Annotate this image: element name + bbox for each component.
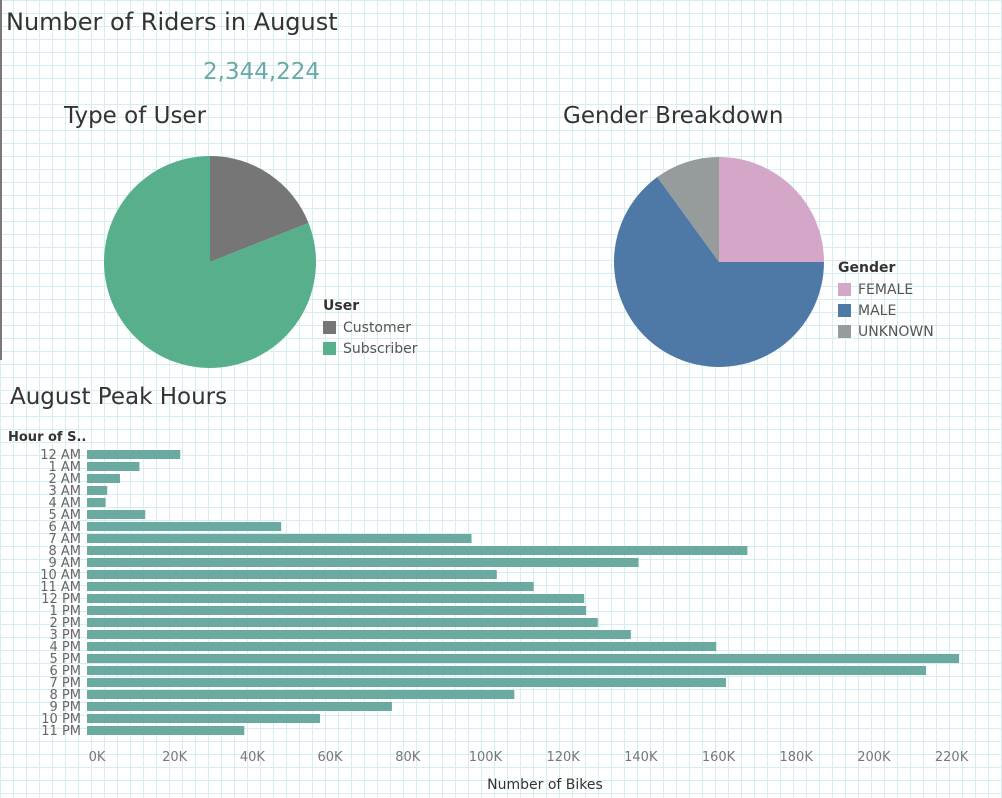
bar-6-am[interactable] (87, 522, 282, 531)
x-tick-label: 60K (318, 750, 344, 765)
hour-label: 7 PM (50, 676, 81, 691)
hour-label: 5 AM (48, 508, 81, 523)
bar-2-pm[interactable] (87, 618, 598, 627)
bar-1-am[interactable] (87, 462, 140, 471)
hour-axis-header: Hour of S.. (8, 430, 87, 445)
bar-2-am[interactable] (87, 474, 121, 483)
bar-5-am[interactable] (87, 510, 146, 519)
hour-label: 4 PM (50, 640, 81, 655)
legend-item-customer[interactable]: Customer (323, 317, 418, 338)
bar-11-am[interactable] (87, 582, 534, 591)
bar-12-pm[interactable] (87, 594, 585, 603)
hour-label: 8 PM (50, 688, 81, 703)
gender-legend-title: Gender (838, 260, 896, 276)
gender-chart-title: Gender Breakdown (563, 103, 784, 129)
x-tick-label: 180K (780, 750, 814, 765)
x-tick-label: 220K (935, 750, 969, 765)
gender-legend: Gender FEMALE MALE UNKNOWN (838, 260, 934, 342)
legend-label-unknown: UNKNOWN (858, 323, 934, 340)
legend-item-female[interactable]: FEMALE (838, 279, 934, 300)
x-tick-label: 100K (469, 750, 503, 765)
hour-label: 6 PM (50, 664, 81, 679)
user-legend: User Customer Subscriber (323, 298, 418, 359)
bar-10-am[interactable] (87, 570, 497, 579)
bar-9-am[interactable] (87, 558, 639, 567)
x-axis-title: Number of Bikes (487, 777, 603, 793)
customer-swatch (323, 321, 336, 334)
hour-label: 11 AM (40, 580, 81, 595)
legend-item-male[interactable]: MALE (838, 300, 934, 321)
x-tick-label: 40K (240, 750, 266, 765)
bar-1-pm[interactable] (87, 606, 587, 615)
bar-7-pm[interactable] (87, 678, 726, 687)
user-type-pie-chart[interactable] (98, 150, 322, 374)
male-swatch (838, 304, 851, 317)
user-type-slice-subscriber[interactable] (104, 156, 316, 368)
bar-3-am[interactable] (87, 486, 108, 495)
hour-label: 5 PM (50, 652, 81, 667)
hour-label: 10 AM (40, 568, 81, 583)
legend-label-male: MALE (858, 302, 897, 319)
hour-label: 12 AM (40, 448, 81, 463)
dashboard-title: Number of Riders in August (6, 8, 338, 36)
bar-5-pm[interactable] (87, 654, 960, 663)
user-legend-title: User (323, 298, 360, 314)
x-tick-label: 120K (546, 750, 580, 765)
dashboard-left-border (0, 0, 2, 360)
legend-item-unknown[interactable]: UNKNOWN (838, 321, 934, 342)
hour-label: 4 AM (48, 496, 81, 511)
hour-label: 3 AM (48, 484, 81, 499)
hour-label: 1 AM (48, 460, 81, 475)
gender-pie-chart[interactable] (607, 150, 831, 374)
bar-7-am[interactable] (87, 534, 472, 543)
bar-9-pm[interactable] (87, 702, 392, 711)
bar-4-pm[interactable] (87, 642, 717, 651)
hour-label: 2 PM (50, 616, 81, 631)
hour-label: 9 AM (48, 556, 81, 571)
gender-slice-male[interactable] (614, 177, 824, 367)
peak-hours-bar-chart[interactable]: 12 AM1 AM2 AM3 AM4 AM5 AM6 AM7 AM8 AM9 A… (0, 440, 1002, 798)
hour-label: 2 AM (48, 472, 81, 487)
peak-hours-chart-title: August Peak Hours (10, 384, 228, 410)
x-tick-label: 160K (702, 750, 736, 765)
legend-label-customer: Customer (343, 319, 412, 336)
bar-11-pm[interactable] (87, 726, 245, 735)
x-tick-label: 200K (857, 750, 891, 765)
hour-label: 9 PM (50, 700, 81, 715)
unknown-swatch (838, 325, 851, 338)
total-riders-value: 2,344,224 (203, 59, 321, 85)
hour-label: 3 PM (50, 628, 81, 643)
bar-3-pm[interactable] (87, 630, 631, 639)
legend-label-subscriber: Subscriber (343, 340, 418, 357)
bar-12-am[interactable] (87, 450, 181, 459)
gender-slice-unknown[interactable] (657, 157, 719, 262)
gender-slice-female[interactable] (719, 157, 824, 262)
hour-label: 1 PM (50, 604, 81, 619)
legend-item-subscriber[interactable]: Subscriber (323, 338, 418, 359)
hour-label: 12 PM (41, 592, 81, 607)
subscriber-swatch (323, 342, 336, 355)
female-swatch (838, 283, 851, 296)
x-tick-label: 80K (395, 750, 421, 765)
x-tick-label: 20K (162, 750, 188, 765)
hour-label: 10 PM (41, 712, 81, 727)
hour-label: 8 AM (48, 544, 81, 559)
user-type-chart-title: Type of User (64, 103, 207, 129)
hour-label: 7 AM (48, 532, 81, 547)
hour-label: 6 AM (48, 520, 81, 535)
bar-4-am[interactable] (87, 498, 106, 507)
bar-8-am[interactable] (87, 546, 748, 555)
bar-6-pm[interactable] (87, 666, 927, 675)
user-type-slice-customer[interactable] (210, 156, 309, 262)
bar-8-pm[interactable] (87, 690, 515, 699)
x-tick-label: 140K (624, 750, 658, 765)
legend-label-female: FEMALE (858, 281, 914, 298)
hour-label: 11 PM (41, 724, 81, 739)
bar-10-pm[interactable] (87, 714, 321, 723)
x-tick-label: 0K (89, 750, 106, 765)
